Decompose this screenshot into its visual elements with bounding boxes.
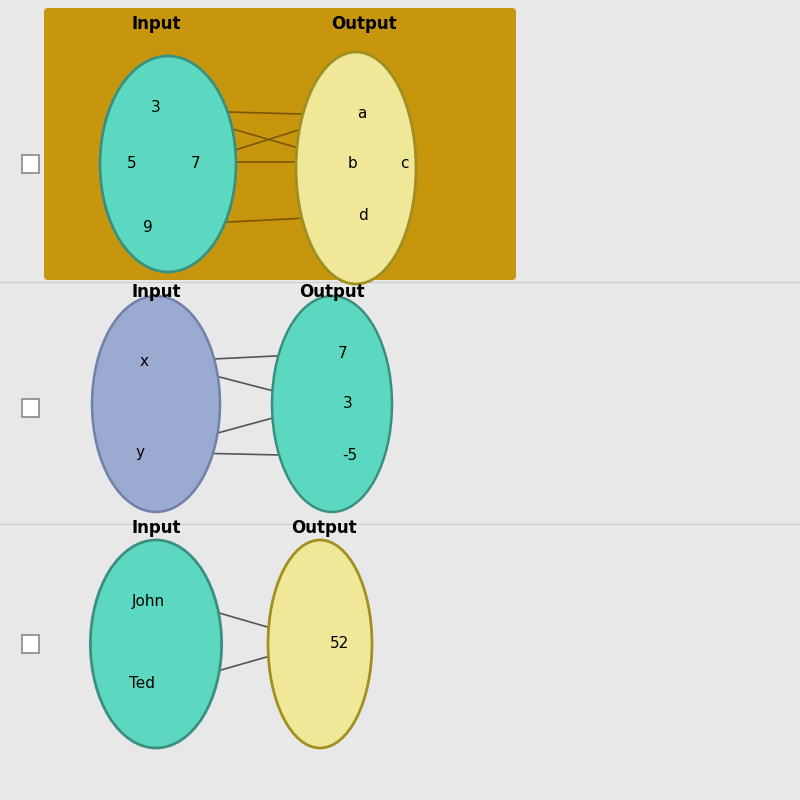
- Text: Output: Output: [331, 15, 397, 33]
- Text: x: x: [139, 354, 149, 369]
- Ellipse shape: [90, 540, 222, 748]
- Text: 3: 3: [342, 397, 352, 411]
- Text: -5: -5: [342, 449, 358, 463]
- Text: Input: Input: [131, 283, 181, 301]
- Text: c: c: [400, 157, 409, 171]
- Ellipse shape: [268, 540, 372, 748]
- Ellipse shape: [296, 52, 416, 284]
- Text: 9: 9: [143, 221, 153, 235]
- Text: y: y: [135, 445, 145, 459]
- Ellipse shape: [100, 56, 236, 272]
- Bar: [22, 399, 39, 417]
- Text: 5: 5: [127, 157, 137, 171]
- Text: d: d: [358, 209, 368, 223]
- Text: Input: Input: [131, 15, 181, 33]
- Text: 52: 52: [330, 637, 349, 651]
- Text: a: a: [358, 106, 367, 121]
- Text: b: b: [348, 157, 358, 171]
- Text: John: John: [131, 594, 165, 609]
- Ellipse shape: [92, 296, 220, 512]
- Bar: [22, 155, 39, 173]
- Ellipse shape: [272, 296, 392, 512]
- Text: Ted: Ted: [130, 677, 155, 691]
- Text: 7: 7: [191, 157, 201, 171]
- Text: 3: 3: [151, 101, 161, 115]
- Text: Output: Output: [291, 519, 357, 537]
- Text: Output: Output: [299, 283, 365, 301]
- Bar: [22, 635, 39, 653]
- FancyBboxPatch shape: [44, 8, 516, 280]
- Text: Input: Input: [131, 519, 181, 537]
- Text: 7: 7: [338, 346, 347, 361]
